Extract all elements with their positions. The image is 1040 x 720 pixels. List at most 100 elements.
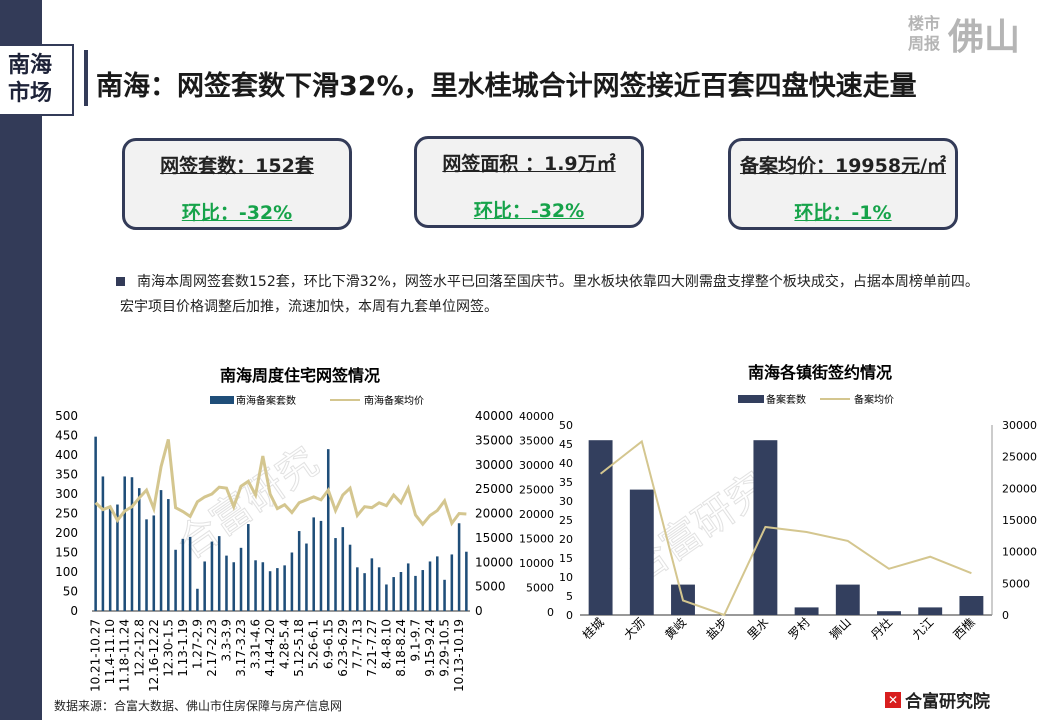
x-tick-label: 9.15-9.24 bbox=[423, 619, 437, 677]
x-tick-label: 黄岐 bbox=[662, 615, 689, 642]
bar bbox=[385, 584, 388, 611]
bar bbox=[145, 519, 148, 611]
bar bbox=[319, 520, 323, 611]
y3-tick-label: 20000 bbox=[519, 508, 554, 521]
card-label: 备案均价：19958元/㎡ bbox=[739, 155, 947, 177]
y-tick-label: 250 bbox=[55, 507, 78, 521]
y2-tick-label: 5000 bbox=[1002, 577, 1030, 590]
bullet-icon bbox=[116, 277, 125, 286]
y-tick-label: 150 bbox=[55, 546, 78, 560]
bar bbox=[290, 552, 294, 611]
bar bbox=[959, 596, 984, 615]
y-tick-label: 450 bbox=[55, 429, 78, 443]
bar bbox=[436, 556, 439, 611]
y-tick-label: 5 bbox=[566, 590, 573, 603]
y2-tick-label: 40000 bbox=[475, 409, 513, 423]
bar bbox=[261, 562, 265, 611]
bar bbox=[377, 567, 381, 611]
legend-label: 备案均价 bbox=[854, 393, 894, 406]
bar bbox=[457, 523, 461, 611]
y-tick-label: 50 bbox=[559, 419, 573, 432]
y3-tick-label: 35000 bbox=[519, 435, 554, 448]
side-stripe bbox=[0, 0, 42, 720]
y-tick-label: 200 bbox=[55, 526, 78, 540]
bar bbox=[334, 538, 337, 611]
bar bbox=[174, 549, 177, 611]
bar bbox=[297, 531, 301, 611]
y-tick-label: 40 bbox=[559, 457, 573, 470]
bar bbox=[217, 536, 221, 611]
bar bbox=[877, 611, 901, 615]
brand-icon: ✕ bbox=[885, 691, 901, 708]
y2-tick-label: 30000 bbox=[1002, 419, 1037, 432]
card-change: 环比：-32% bbox=[181, 202, 293, 224]
bar bbox=[428, 561, 432, 611]
section-tag: 南海市场 bbox=[0, 44, 74, 116]
y2-tick-label: 20000 bbox=[1002, 482, 1037, 495]
x-tick-label: 桂城 bbox=[579, 615, 607, 643]
bar bbox=[101, 476, 105, 611]
legend-bar-swatch bbox=[210, 396, 234, 404]
bar bbox=[254, 560, 257, 611]
bar bbox=[268, 571, 272, 611]
card-count: 网签套数：152套 环比：-32% bbox=[122, 138, 352, 230]
title-accent-bar bbox=[84, 50, 88, 106]
bar bbox=[137, 488, 141, 611]
x-tick-label: 1.13-1.19 bbox=[176, 619, 190, 677]
y2-tick-label: 15000 bbox=[475, 531, 513, 545]
x-tick-label: 罗村 bbox=[786, 615, 813, 642]
bar bbox=[356, 567, 359, 611]
x-tick-label: 12.30-1.5 bbox=[161, 619, 175, 677]
bar bbox=[152, 515, 156, 611]
source-note: 数据来源：合富大数据、佛山市住房保障与房产信息网 bbox=[54, 699, 343, 713]
y3-tick-label: 5000 bbox=[526, 582, 554, 595]
x-tick-label: 12.16-12.22 bbox=[147, 619, 161, 692]
y-tick-label: 20 bbox=[559, 533, 573, 546]
x-tick-label: 3.3-3.9 bbox=[219, 619, 233, 662]
y2-tick-label: 5000 bbox=[475, 580, 506, 594]
y-tick-label: 100 bbox=[55, 565, 78, 579]
bar bbox=[629, 489, 654, 615]
bar bbox=[159, 490, 163, 611]
y-tick-label: 350 bbox=[55, 468, 78, 482]
x-tick-label: 6.23-6.29 bbox=[336, 619, 350, 677]
bar bbox=[210, 541, 214, 611]
y3-tick-label: 15000 bbox=[519, 533, 554, 546]
bar bbox=[414, 575, 417, 611]
x-tick-label: 9.1-9.7 bbox=[408, 619, 422, 662]
bar bbox=[305, 543, 308, 611]
bar bbox=[123, 476, 126, 611]
bar bbox=[348, 544, 352, 611]
y-tick-label: 500 bbox=[55, 409, 78, 423]
y-tick-label: 0 bbox=[566, 609, 573, 622]
y3-tick-label: 0 bbox=[547, 606, 554, 619]
x-tick-label: 4.28-5.4 bbox=[278, 619, 292, 669]
x-tick-label: 西樵 bbox=[950, 615, 978, 643]
y2-tick-label: 0 bbox=[1002, 609, 1009, 622]
y-tick-label: 10 bbox=[559, 571, 573, 584]
bar bbox=[465, 551, 468, 611]
bar bbox=[203, 561, 206, 611]
x-tick-label: 大沥 bbox=[621, 615, 648, 642]
y2-tick-label: 25000 bbox=[1002, 451, 1037, 464]
bar bbox=[188, 536, 192, 611]
y-tick-label: 25 bbox=[559, 514, 573, 527]
bar bbox=[363, 573, 366, 611]
x-tick-label: 4.14-4.20 bbox=[263, 619, 277, 677]
bar bbox=[918, 607, 943, 615]
y-tick-label: 50 bbox=[63, 585, 78, 599]
bar bbox=[94, 436, 97, 611]
bar bbox=[181, 538, 185, 611]
card-label: 网签套数：152套 bbox=[160, 155, 314, 177]
logo-big: 佛山 bbox=[947, 17, 1020, 58]
line-series bbox=[94, 439, 467, 527]
x-tick-label: 12.2-12.8 bbox=[132, 619, 146, 677]
bar bbox=[399, 572, 403, 611]
bar bbox=[835, 584, 860, 615]
bar bbox=[341, 527, 345, 611]
legend-label: 备案套数 bbox=[766, 393, 806, 406]
x-tick-label: 10.13-10.19 bbox=[452, 619, 466, 692]
bar bbox=[196, 588, 199, 611]
bar bbox=[247, 524, 250, 611]
